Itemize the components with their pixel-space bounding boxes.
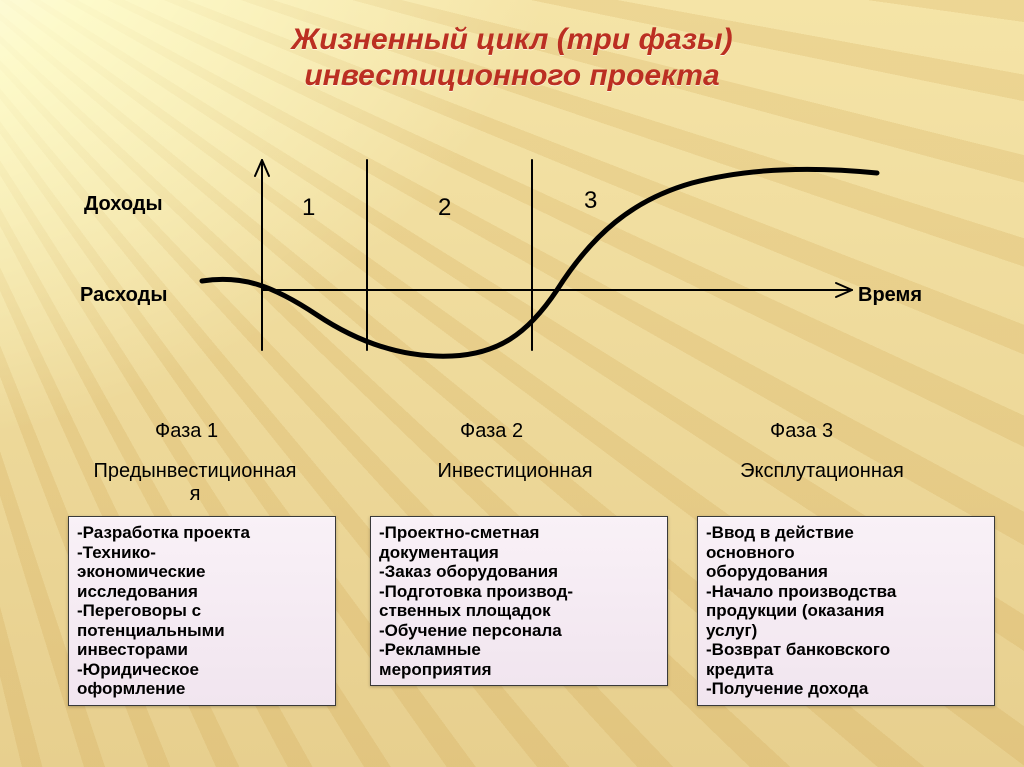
x-axis-label-time: Время	[858, 284, 922, 307]
phase-box-2-line: мероприятия	[379, 660, 659, 680]
phase-number-2: 2	[438, 194, 451, 222]
phase-header-3: Фаза 3	[770, 420, 833, 443]
phase-box-3: -Ввод в действиеосновногооборудования-На…	[697, 516, 995, 706]
phase-box-1-line: -Юридическое	[77, 660, 327, 680]
phase-box-2: -Проектно-сметнаядокументация-Заказ обор…	[370, 516, 668, 686]
slide-stage: Жизненный цикл (три фазы) инвестиционног…	[0, 0, 1024, 767]
phase-box-1-line: потенциальными	[77, 621, 327, 641]
phase-box-3-line: -Получение дохода	[706, 679, 986, 699]
phase-box-2-line: -Подготовка производ-	[379, 582, 659, 602]
phase-header-2: Фаза 2	[460, 420, 523, 443]
phase-box-1: -Разработка проекта-Технико-экономически…	[68, 516, 336, 706]
phase-subtitle-1: Предынвестиционнаяя	[65, 460, 325, 506]
phase-number-1: 1	[302, 194, 315, 222]
phase-box-3-line: -Начало производства	[706, 582, 986, 602]
phase-box-3-line: услуг)	[706, 621, 986, 641]
phase-box-3-line: -Ввод в действие	[706, 523, 986, 543]
phase-box-3-line: оборудования	[706, 562, 986, 582]
y-axis-label-expenses: Расходы	[80, 284, 167, 307]
title-line-1: Жизненный цикл (три фазы)	[291, 23, 732, 56]
lifecycle-chart: Доходы Расходы Время 1 2 3	[262, 150, 882, 405]
phase-box-1-line: экономические	[77, 562, 327, 582]
phase-box-1-line: -Технико-	[77, 543, 327, 563]
phase-box-3-line: кредита	[706, 660, 986, 680]
phase-box-1-line: оформление	[77, 679, 327, 699]
phase-box-3-line: основного	[706, 543, 986, 563]
y-axis-label-income: Доходы	[84, 193, 163, 216]
phase-box-1-line: инвесторами	[77, 640, 327, 660]
chart-svg	[262, 150, 882, 405]
slide-title: Жизненный цикл (три фазы) инвестиционног…	[0, 22, 1024, 94]
phase-box-1-line: -Разработка проекта	[77, 523, 327, 543]
title-line-2: инвестиционного проекта	[304, 59, 719, 92]
phase-box-3-line: -Возврат банковского	[706, 640, 986, 660]
phase-box-3-line: продукции (оказания	[706, 601, 986, 621]
phase-box-2-line: -Проектно-сметная	[379, 523, 659, 543]
phase-box-1-line: -Переговоры с	[77, 601, 327, 621]
phase-box-2-line: -Заказ оборудования	[379, 562, 659, 582]
phase-box-2-line: -Обучение персонала	[379, 621, 659, 641]
phase-subtitle-2: Инвестиционная	[405, 460, 625, 483]
phase-box-1-line: исследования	[77, 582, 327, 602]
phase-header-1: Фаза 1	[155, 420, 218, 443]
phase-box-2-line: ственных площадок	[379, 601, 659, 621]
phase-box-2-line: документация	[379, 543, 659, 563]
phase-box-2-line: -Рекламные	[379, 640, 659, 660]
phase-number-3: 3	[584, 187, 597, 215]
phase-subtitle-3: Эксплутационная	[702, 460, 942, 483]
